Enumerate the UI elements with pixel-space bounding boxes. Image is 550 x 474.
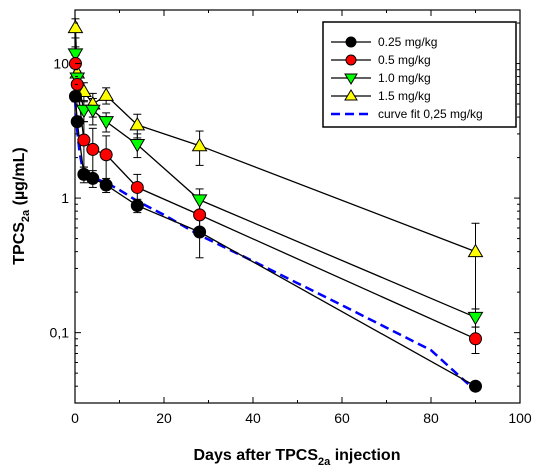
data-point (193, 208, 207, 222)
data-point (129, 139, 146, 153)
legend-label: 0.5 mg/kg (378, 53, 431, 67)
data-point (77, 133, 91, 147)
x-tick-label: 0 (71, 410, 79, 426)
data-point (193, 225, 207, 239)
data-point (86, 142, 100, 156)
y-tick-label: 10 (53, 56, 69, 72)
legend-marker (344, 89, 358, 101)
x-axis-title-sub: 2a (318, 456, 331, 468)
data-point (98, 87, 115, 101)
data-point (67, 19, 84, 34)
data-point (129, 116, 146, 131)
y-tick-label: 0,1 (50, 325, 70, 341)
y-axis-title: TPCS2a (µg/mL) (11, 147, 32, 264)
data-point (67, 48, 84, 62)
data-point (467, 311, 484, 326)
data-point (467, 243, 484, 258)
legend-label: 0.25 mg/kg (378, 35, 437, 49)
legend-marker (345, 54, 357, 66)
legend-label: 1.5 mg/kg (378, 89, 431, 103)
y-axis-title-sub: 2a (20, 209, 32, 222)
data-point (130, 199, 144, 213)
x-axis-title-tail: injection (330, 447, 400, 464)
data-point (469, 379, 482, 393)
legend-marker (344, 73, 358, 85)
x-tick-label: 20 (156, 410, 172, 426)
y-tick-label: 1 (61, 190, 69, 206)
series-line (74, 96, 476, 387)
x-tick-label: 80 (423, 410, 439, 426)
data-point (68, 89, 82, 103)
legend-label-fit: curve fit 0,25 mg/kg (378, 107, 483, 121)
series-layer (67, 18, 484, 393)
x-tick-label: 60 (334, 410, 350, 426)
data-point (130, 180, 144, 194)
y-axis-title-tail: (µg/mL) (11, 147, 28, 210)
legend: 0.25 mg/kg 0.5 mg/kg 1.0 mg/kg 1.5 mg/kg cur… (322, 21, 517, 128)
fit-layer (73, 99, 477, 392)
x-tick-label: 40 (245, 410, 261, 426)
fit-curve-line (73, 99, 477, 392)
data-point (99, 178, 113, 192)
data-point (469, 332, 482, 346)
y-axis-title-main: TPCS (11, 222, 28, 265)
data-point (98, 116, 115, 130)
legend-label: 1.0 mg/kg (378, 71, 431, 85)
x-tick-label: 100 (508, 410, 532, 426)
legend-marker (345, 36, 357, 48)
data-point (99, 148, 113, 162)
data-point (191, 194, 208, 208)
data-point (191, 137, 208, 152)
x-axis-title: Days after TPCS2a injection (194, 447, 401, 468)
x-axis-title-main: Days after TPCS (194, 447, 319, 464)
data-point (70, 115, 84, 129)
data-point (86, 171, 100, 185)
data-point (84, 104, 101, 119)
